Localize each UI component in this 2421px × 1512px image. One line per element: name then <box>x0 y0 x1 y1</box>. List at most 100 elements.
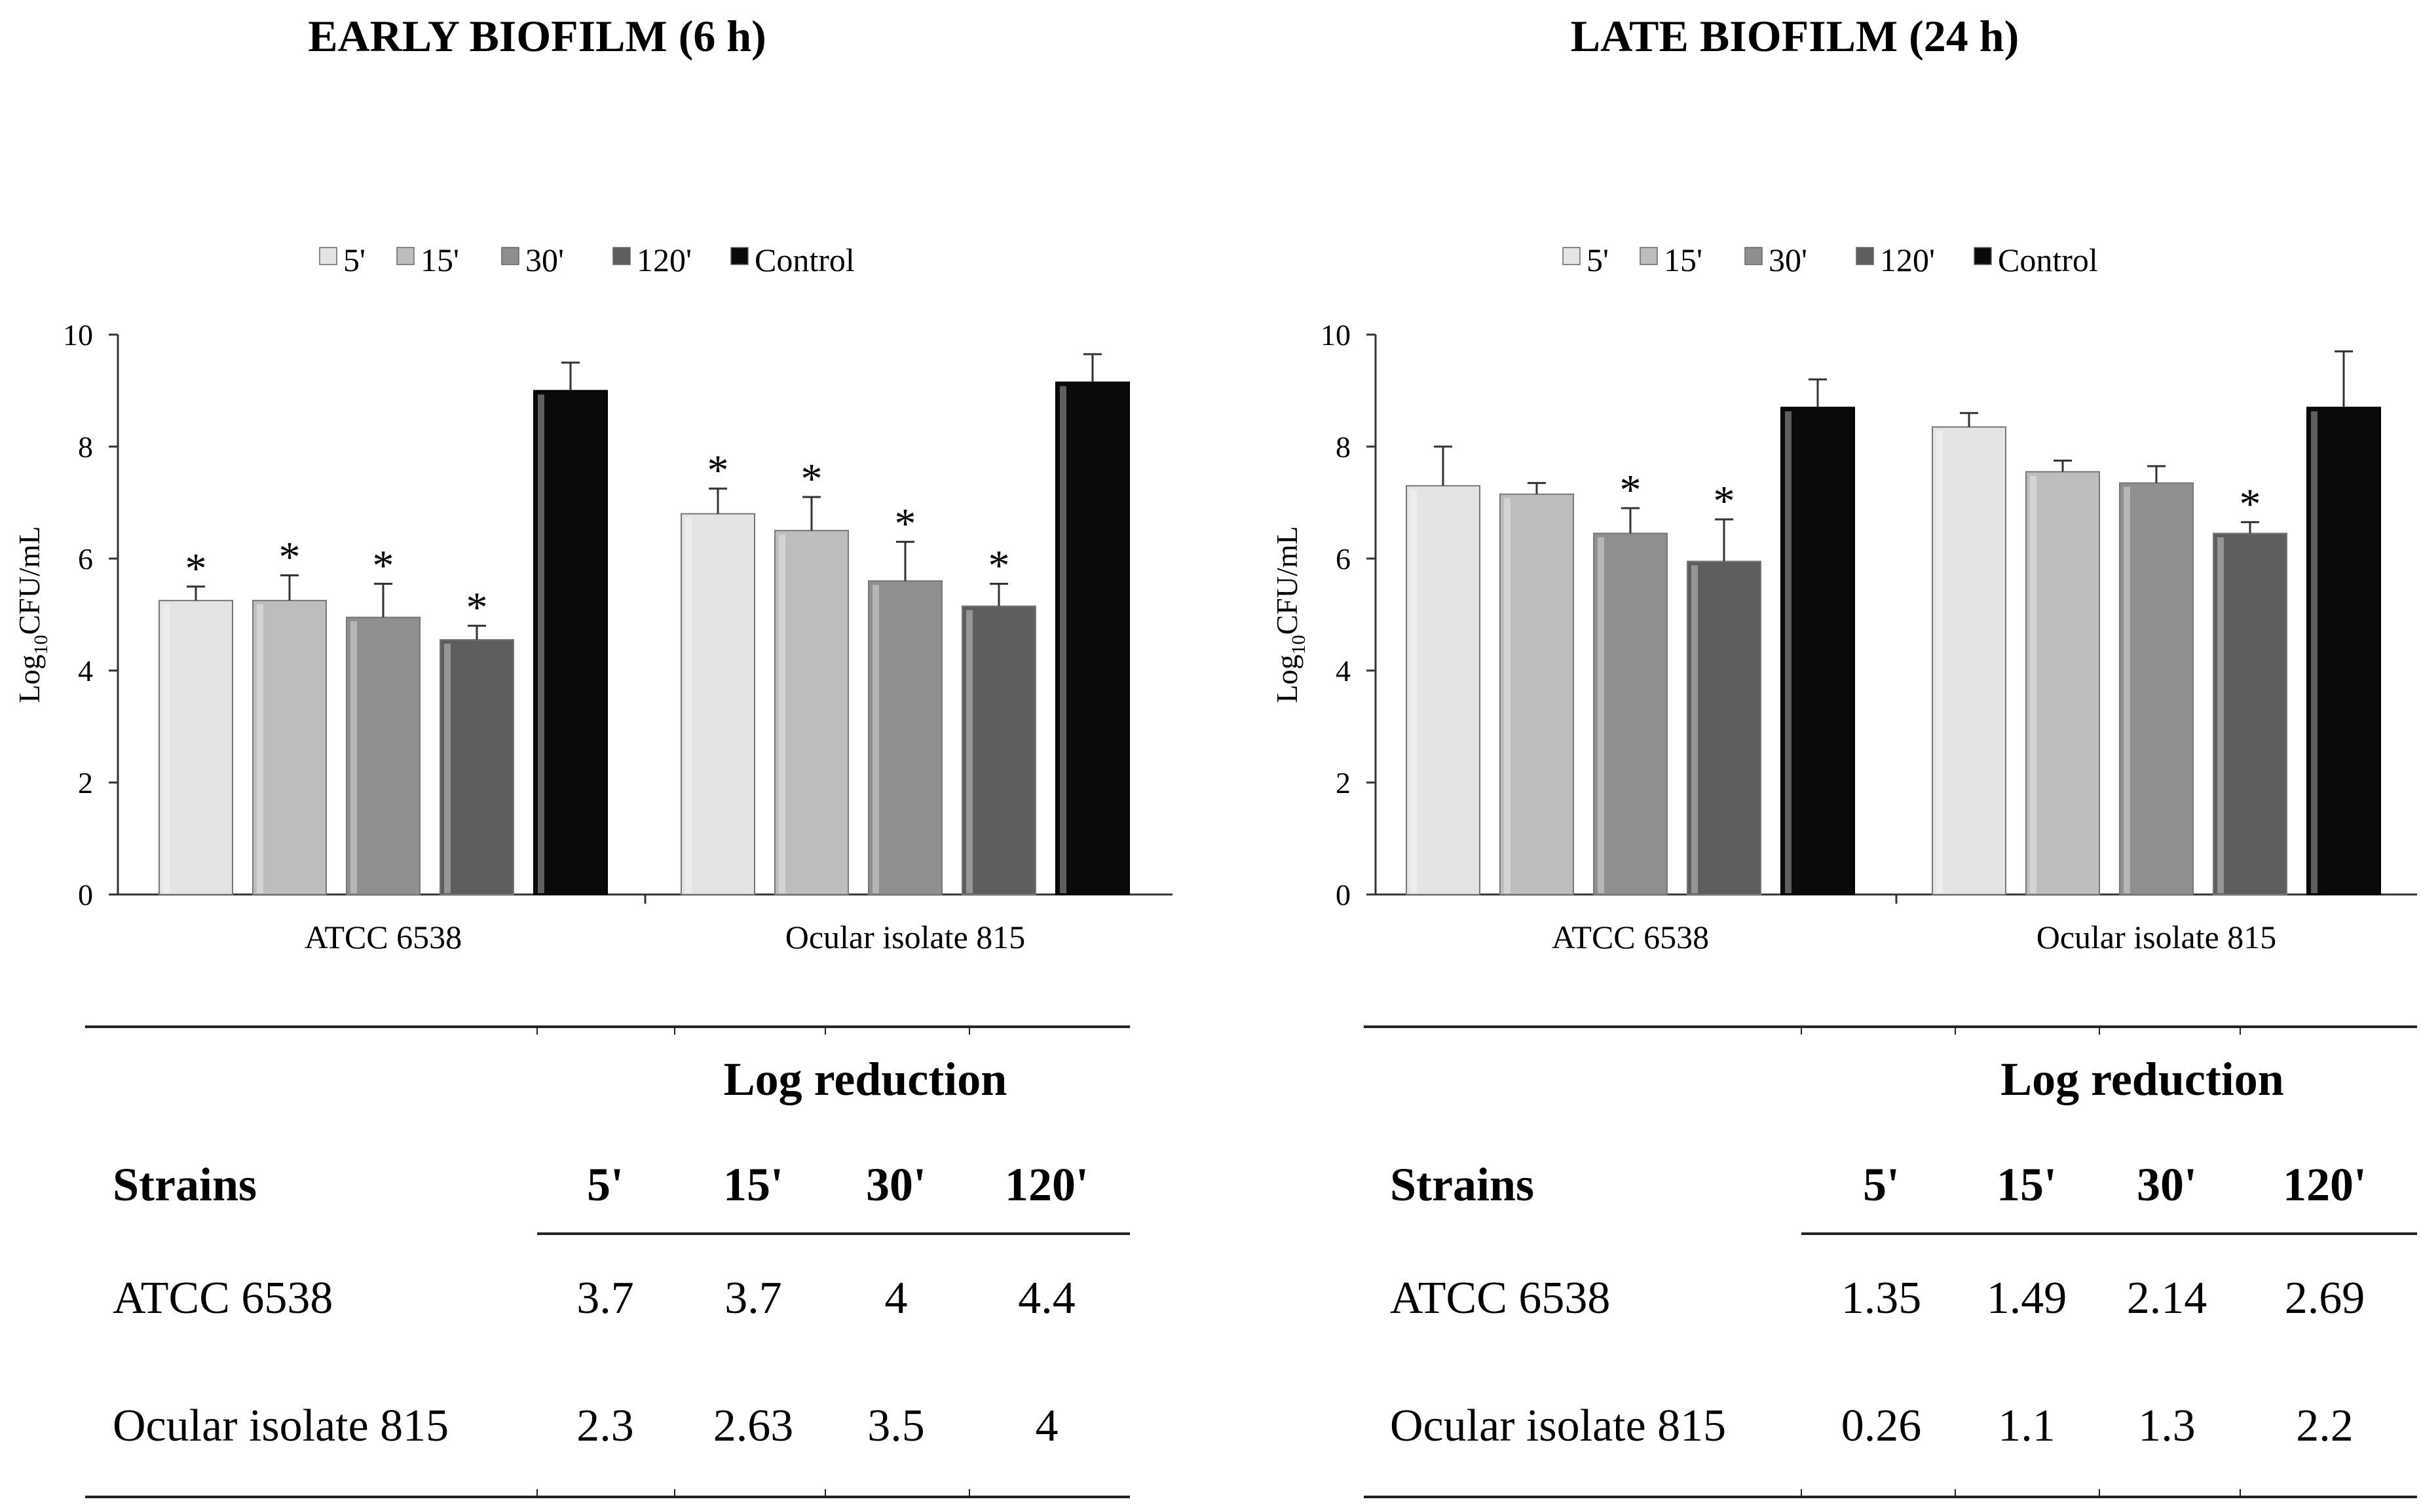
significance-star: * <box>185 545 207 593</box>
significance-star: * <box>466 584 488 632</box>
y-tick-label: 8 <box>78 430 93 464</box>
bar <box>1406 485 1480 895</box>
bar <box>159 600 233 895</box>
legend-swatch <box>1744 247 1763 265</box>
significance-star: * <box>2240 480 2261 528</box>
table-cell: 0.26 <box>1841 1401 1922 1451</box>
y-tick-label: 2 <box>1336 766 1351 800</box>
bar-highlight <box>1691 565 1698 893</box>
significance-star: * <box>707 447 729 494</box>
table-cell: 2.63 <box>713 1401 794 1451</box>
bar <box>1687 561 1761 896</box>
table-column-header: 120' <box>2283 1158 2367 1211</box>
table-cell: 1.49 <box>1987 1273 2067 1323</box>
legend-swatch <box>319 247 337 265</box>
bar <box>774 530 849 895</box>
table-cell: 1.1 <box>1998 1401 2055 1451</box>
bar <box>2025 471 2100 895</box>
legend-swatch <box>612 247 631 265</box>
table-column-header: 30' <box>2137 1158 2197 1211</box>
legend-swatch <box>1974 247 1992 265</box>
significance-star: * <box>279 534 301 581</box>
y-tick-label: 10 <box>63 318 93 352</box>
significance-star: * <box>1714 477 1735 525</box>
panel-late: LATE BIOFILM (24 h) 5' 15' 30' 120' Control 0 2… <box>1270 11 2417 1498</box>
bar <box>1055 381 1130 895</box>
table-cell: 3.7 <box>724 1273 782 1323</box>
bar-highlight <box>873 585 879 893</box>
bar-highlight <box>1936 431 1943 893</box>
legend-swatch <box>396 247 415 265</box>
bar-highlight <box>163 604 170 893</box>
table-column-header: Strains <box>1390 1158 1534 1211</box>
bar <box>252 600 327 895</box>
bar <box>346 616 421 896</box>
table-column-header: 15' <box>1997 1158 2057 1211</box>
legend-label: 5' <box>343 242 366 278</box>
y-tick-label: 8 <box>1336 430 1351 464</box>
bar <box>2306 407 2381 895</box>
significance-star: * <box>1620 466 1642 514</box>
bar-highlight <box>2030 475 2036 893</box>
significance-star: * <box>988 542 1010 589</box>
legend-label: 30' <box>1769 242 1807 278</box>
bar <box>1932 426 2006 895</box>
y-axis-label: Log10CFU/mL <box>12 526 52 703</box>
significance-star: * <box>373 542 394 589</box>
table-cell: ATCC 6538 <box>113 1273 333 1323</box>
y-axis-label: Log10CFU/mL <box>1270 526 1309 703</box>
table-cell: 3.7 <box>576 1273 634 1323</box>
bar-highlight <box>1060 386 1066 893</box>
bar <box>440 638 514 895</box>
table-cell: 4 <box>885 1273 908 1323</box>
bar-highlight <box>444 643 451 893</box>
table-column-header: 15' <box>723 1158 783 1211</box>
legend-label: 15' <box>1664 242 1702 278</box>
legend-swatch <box>1640 247 1658 265</box>
table-cell: 2.2 <box>2296 1401 2354 1451</box>
bar <box>1499 493 1574 895</box>
table-cell: 3.5 <box>867 1401 925 1451</box>
table-column-header: Strains <box>113 1158 257 1211</box>
legend-swatch <box>501 247 519 265</box>
legend-label: 30' <box>525 242 564 278</box>
panel-early: EARLY BIOFILM (6 h) 5' 15' 30' 120' Control 0 2… <box>12 11 1173 1498</box>
legend-label: 120' <box>637 242 692 278</box>
bar <box>681 513 755 895</box>
bar <box>2213 532 2287 895</box>
legend-label: 120' <box>1880 242 1935 278</box>
bar <box>962 605 1036 895</box>
table-cell: Ocular isolate 815 <box>113 1401 449 1451</box>
bar-highlight <box>538 394 544 893</box>
bar-highlight <box>966 610 973 893</box>
bar-highlight <box>350 621 357 893</box>
y-tick-label: 0 <box>78 878 93 912</box>
table-column-header: 5' <box>587 1158 624 1211</box>
table-cell: 2.14 <box>2127 1273 2207 1323</box>
bar-highlight <box>1410 489 1417 893</box>
legend-label: Control <box>1998 242 2098 278</box>
y-tick-label: 2 <box>78 766 93 800</box>
bar-highlight <box>1785 411 1792 893</box>
y-tick-label: 6 <box>1336 542 1351 576</box>
bar <box>868 580 943 895</box>
bar <box>1593 532 1668 895</box>
y-tick-label: 6 <box>78 542 93 576</box>
legend-swatch <box>1562 247 1581 265</box>
y-tick-label: 10 <box>1321 318 1351 352</box>
bar <box>2119 482 2194 895</box>
table-column-header: 5' <box>1863 1158 1900 1211</box>
bar <box>1780 407 1855 895</box>
bar-highlight <box>2311 411 2318 893</box>
category-label: Ocular isolate 815 <box>2036 919 2277 955</box>
table-cell: 4.4 <box>1018 1273 1076 1323</box>
table-cell: 1.3 <box>2138 1401 2196 1451</box>
table-cell: ATCC 6538 <box>1390 1273 1610 1323</box>
chart-title: LATE BIOFILM (24 h) <box>1571 11 2019 61</box>
category-label: ATCC 6538 <box>1552 919 1709 955</box>
bar-highlight <box>685 517 692 893</box>
table-cell: 1.35 <box>1841 1273 1922 1323</box>
category-label: ATCC 6538 <box>305 919 462 955</box>
y-tick-label: 0 <box>1336 878 1351 912</box>
bar-highlight <box>1504 498 1511 893</box>
